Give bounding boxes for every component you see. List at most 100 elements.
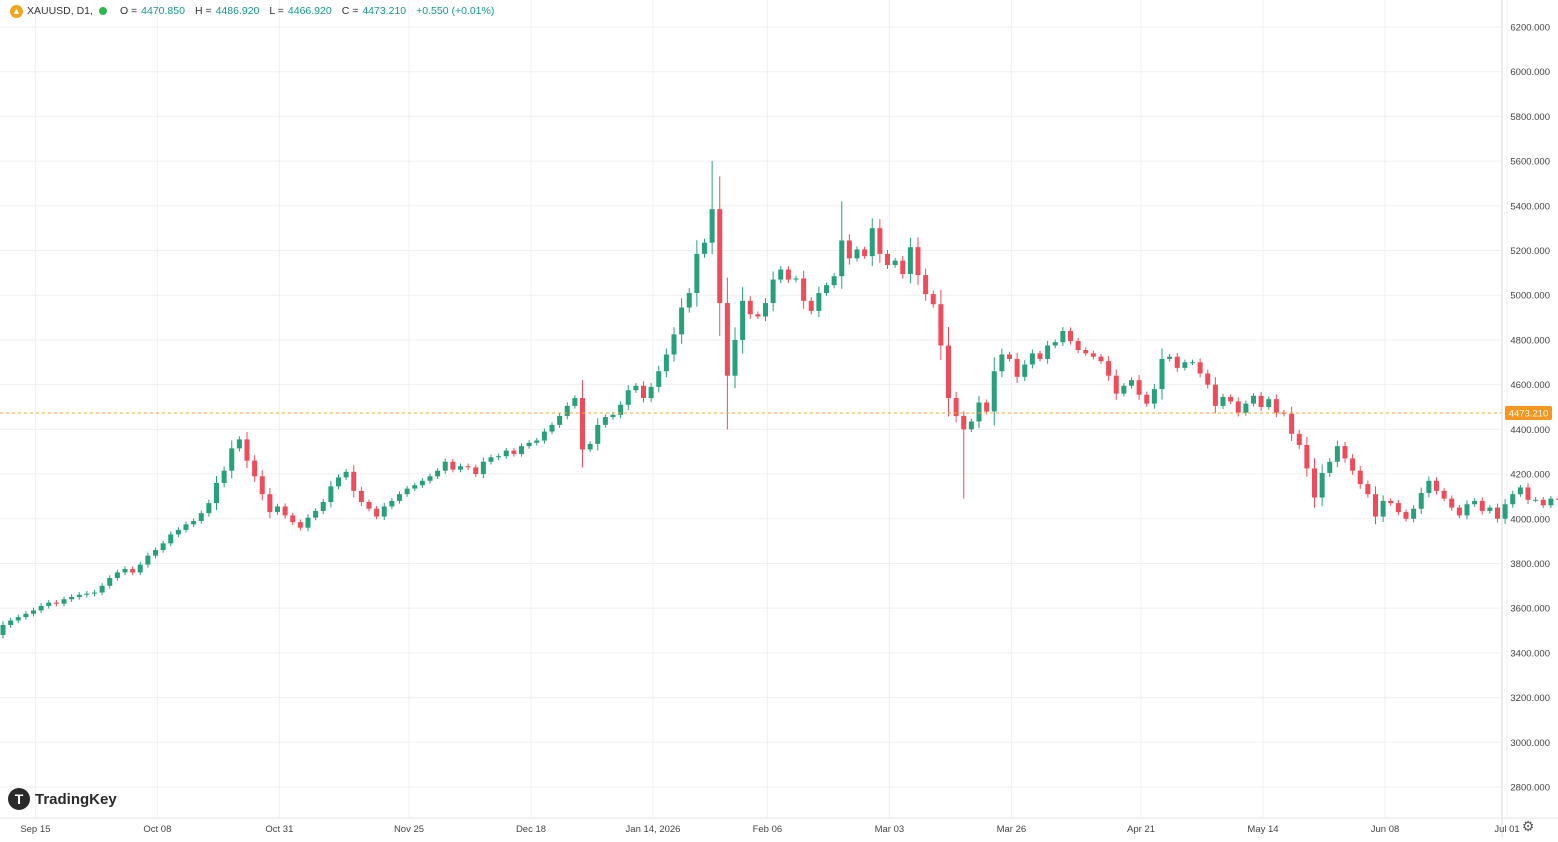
candle bbox=[900, 256, 905, 279]
candle-body bbox=[755, 314, 760, 316]
candle-body bbox=[740, 301, 745, 340]
candle bbox=[206, 500, 211, 517]
candle-body bbox=[1335, 446, 1340, 462]
candle-body bbox=[1304, 445, 1309, 468]
candle bbox=[1228, 394, 1233, 404]
open-value: 4470.850 bbox=[141, 5, 185, 17]
candle bbox=[923, 268, 928, 300]
candle-body bbox=[702, 243, 707, 254]
candle bbox=[374, 506, 379, 519]
candle-body bbox=[1015, 359, 1020, 377]
candle bbox=[855, 246, 860, 261]
candle-body bbox=[161, 543, 166, 550]
candle-body bbox=[557, 416, 562, 425]
candle-body bbox=[1160, 359, 1165, 389]
price-axis[interactable]: 6200.0006000.0005800.0005600.0005400.000… bbox=[1502, 0, 1552, 837]
warning-triangle-icon[interactable]: ▲ bbox=[10, 5, 23, 18]
candle-body bbox=[344, 472, 349, 478]
y-tick-label: 5600.000 bbox=[1510, 157, 1550, 168]
grid-lines bbox=[0, 0, 1558, 818]
candle bbox=[107, 575, 112, 588]
candle bbox=[1457, 505, 1462, 518]
candle-body bbox=[1442, 491, 1447, 499]
candle-body bbox=[1457, 508, 1462, 516]
candle bbox=[1320, 464, 1325, 506]
symbol-label[interactable]: XAUUSD, D1, bbox=[27, 5, 93, 17]
candle-body bbox=[1038, 353, 1043, 359]
candle bbox=[23, 611, 28, 620]
candle bbox=[1022, 360, 1027, 381]
candle-body bbox=[1099, 357, 1104, 361]
candle bbox=[542, 428, 547, 443]
candle-body bbox=[1487, 508, 1492, 511]
candle bbox=[1495, 504, 1500, 523]
ohlc-header: ▲ XAUUSD, D1, O = 4470.850 H = 4486.920 … bbox=[10, 3, 494, 19]
candle-body bbox=[710, 209, 715, 243]
candle-body bbox=[656, 371, 661, 387]
candle bbox=[367, 499, 372, 511]
candle bbox=[870, 218, 875, 266]
x-tick-label: Jan 14, 2026 bbox=[626, 824, 681, 835]
candle-body bbox=[1526, 487, 1531, 499]
candle bbox=[306, 514, 311, 531]
candle-body bbox=[1274, 399, 1279, 412]
candle-body bbox=[977, 403, 982, 422]
candle-body bbox=[389, 501, 394, 507]
candle-body bbox=[199, 513, 204, 521]
candle-body bbox=[1327, 462, 1332, 473]
x-tick-label: Nov 25 bbox=[394, 824, 424, 835]
x-tick-label: Dec 18 bbox=[516, 824, 546, 835]
candle bbox=[1526, 483, 1531, 504]
candle bbox=[839, 201, 844, 288]
candle-body bbox=[1495, 508, 1500, 519]
candle-body bbox=[862, 249, 867, 256]
candle-body bbox=[245, 439, 250, 460]
gear-icon[interactable]: ⚙ bbox=[1520, 818, 1536, 834]
candle-body bbox=[283, 506, 288, 515]
candle-body bbox=[123, 569, 128, 572]
candle-body bbox=[1228, 397, 1233, 401]
candle bbox=[168, 531, 173, 546]
candle bbox=[1411, 505, 1416, 522]
candle bbox=[1472, 498, 1477, 507]
candle-body bbox=[306, 518, 311, 528]
candle-body bbox=[542, 432, 547, 441]
candle-body bbox=[855, 249, 860, 258]
candle-body bbox=[1404, 512, 1409, 519]
candle bbox=[1510, 491, 1515, 508]
low-value: 4466.920 bbox=[288, 5, 332, 17]
candle bbox=[588, 441, 593, 452]
candle-body bbox=[435, 471, 440, 477]
candle bbox=[672, 327, 677, 361]
candle bbox=[832, 273, 837, 288]
candle-body bbox=[725, 303, 730, 376]
candle-body bbox=[1205, 373, 1210, 384]
candle bbox=[458, 464, 463, 473]
candle bbox=[1068, 327, 1073, 344]
candle bbox=[603, 414, 608, 427]
candle bbox=[62, 597, 67, 607]
candle bbox=[1388, 498, 1393, 506]
candle-body bbox=[641, 386, 646, 398]
candle bbox=[1144, 392, 1149, 407]
candle bbox=[1312, 458, 1317, 507]
candle bbox=[344, 469, 349, 480]
candle-body bbox=[877, 228, 882, 254]
candle-body bbox=[191, 521, 196, 524]
candle-body bbox=[1030, 353, 1035, 364]
y-tick-label: 4800.000 bbox=[1510, 335, 1550, 346]
candle-body bbox=[633, 386, 638, 390]
candle bbox=[725, 278, 730, 430]
candle-body bbox=[923, 275, 928, 294]
candle-body bbox=[206, 503, 211, 513]
candle bbox=[283, 503, 288, 518]
candle-body bbox=[649, 387, 654, 398]
candle bbox=[389, 498, 394, 509]
candle bbox=[977, 396, 982, 428]
candle bbox=[786, 266, 791, 283]
candle bbox=[77, 592, 82, 600]
candle-body bbox=[336, 477, 341, 486]
